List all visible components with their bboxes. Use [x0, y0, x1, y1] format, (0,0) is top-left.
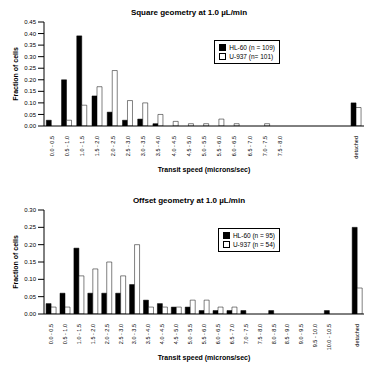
svg-text:Fraction of cells: Fraction of cells	[12, 235, 19, 289]
svg-text:0.30: 0.30	[24, 207, 36, 213]
svg-text:5.5 - 6.0: 5.5 - 6.0	[201, 324, 207, 344]
svg-text:7.5 - 8.0: 7.5 - 8.0	[257, 324, 263, 344]
svg-text:4.5 - 5.0: 4.5 - 5.0	[173, 324, 179, 344]
svg-text:1.5 - 2.0: 1.5 - 2.0	[90, 324, 96, 344]
svg-text:4.5 - 5.0: 4.5 - 5.0	[186, 136, 192, 156]
svg-text:1.0 - 1.5: 1.0 - 1.5	[79, 136, 85, 156]
html-text:Offset geometry at 1.0 µL/min: Offset geometry at 1.0 µL/min	[132, 196, 246, 205]
svg-text:Transit speed (microns/sec): Transit speed (microns/sec)	[158, 354, 251, 362]
svg-text:9.0 - 9.5: 9.0 - 9.5	[298, 324, 304, 344]
svg-text:8.0 - 8.5: 8.0 - 8.5	[271, 324, 277, 344]
svg-text:0.05: 0.05	[24, 112, 36, 118]
svg-text:2.0 - 2.5: 2.0 - 2.5	[104, 324, 110, 344]
svg-text:0.5 - 1.0: 0.5 - 1.0	[64, 136, 70, 156]
svg-text:10.0 - 10.5: 10.0 - 10.5	[326, 324, 332, 350]
svg-text:5.5 - 6.0: 5.5 - 6.0	[216, 136, 222, 156]
svg-text:0.15: 0.15	[24, 259, 36, 265]
svg-text:0.0 - 0.5: 0.0 - 0.5	[49, 136, 55, 156]
html-text:HL-60 (n = 109): HL-60 (n = 109)	[229, 44, 275, 51]
svg-text:8.5 - 9.0: 8.5 - 9.0	[284, 324, 290, 344]
svg-text:7.0 - 7.5: 7.0 - 7.5	[243, 324, 249, 344]
svg-text:0.20: 0.20	[24, 242, 36, 248]
html-text:U-937 (n = 54): U-937 (n = 54)	[232, 241, 275, 248]
svg-text:0.35: 0.35	[24, 42, 36, 48]
svg-text:detached: detached	[354, 324, 360, 347]
svg-text:0.10: 0.10	[24, 100, 36, 106]
html-text:HL-60 (n = 95): HL-60 (n = 95)	[232, 232, 275, 239]
svg-text:6.0 - 6.5: 6.0 - 6.5	[231, 136, 237, 156]
svg-text:0.00: 0.00	[24, 123, 36, 129]
svg-text:6.5 - 7.0: 6.5 - 7.0	[229, 324, 235, 344]
svg-text:1.5 - 2.0: 1.5 - 2.0	[94, 136, 100, 156]
svg-text:5.0 - 5.5: 5.0 - 5.5	[187, 324, 193, 344]
svg-text:0.15: 0.15	[24, 88, 36, 94]
svg-text:4.0 - 4.5: 4.0 - 4.5	[159, 324, 165, 344]
html-text:U-937 (n= 101): U-937 (n= 101)	[229, 53, 274, 60]
svg-text:0.0 - 0.5: 0.0 - 0.5	[48, 324, 54, 344]
svg-text:2.5 - 3.0: 2.5 - 3.0	[125, 136, 131, 156]
svg-text:3.5 - 4.0: 3.5 - 4.0	[145, 324, 151, 344]
svg-text:Transit speed (microns/sec): Transit speed (microns/sec)	[158, 166, 251, 174]
svg-text:4.0 - 4.5: 4.0 - 4.5	[171, 136, 177, 156]
svg-text:5.0 - 5.5: 5.0 - 5.5	[201, 136, 207, 156]
svg-text:0.25: 0.25	[24, 65, 36, 71]
svg-text:Fraction of cells: Fraction of cells	[12, 47, 19, 101]
svg-text:9.5 - 10.0: 9.5 - 10.0	[312, 324, 318, 347]
svg-text:0.5 - 1.0: 0.5 - 1.0	[62, 324, 68, 344]
svg-text:0.20: 0.20	[24, 77, 36, 83]
svg-text:1.0 - 1.5: 1.0 - 1.5	[76, 324, 82, 344]
svg-text:2.5 - 3.0: 2.5 - 3.0	[118, 324, 124, 344]
svg-text:0.05: 0.05	[24, 294, 36, 300]
svg-text:0.25: 0.25	[24, 224, 36, 230]
svg-text:7.0 - 7.5: 7.0 - 7.5	[262, 136, 268, 156]
svg-text:2.0 - 2.5: 2.0 - 2.5	[110, 136, 116, 156]
svg-text:0.30: 0.30	[24, 54, 36, 60]
svg-text:0.00: 0.00	[24, 311, 36, 317]
svg-text:0.10: 0.10	[24, 276, 36, 282]
svg-text:7.5 - 8.0: 7.5 - 8.0	[277, 136, 283, 156]
svg-text:3.5 - 4.0: 3.5 - 4.0	[155, 136, 161, 156]
svg-text:6.5 - 7.0: 6.5 - 7.0	[247, 136, 253, 156]
svg-text:3.0 - 3.5: 3.0 - 3.5	[140, 136, 146, 156]
svg-text:detached: detached	[353, 136, 359, 159]
svg-text:0.40: 0.40	[24, 31, 36, 37]
svg-text:0.45: 0.45	[24, 19, 36, 25]
svg-text:6.0 - 6.5: 6.0 - 6.5	[215, 324, 221, 344]
svg-text:3.0 - 3.5: 3.0 - 3.5	[131, 324, 137, 344]
html-text:Square geometry at 1.0 µL/min: Square geometry at 1.0 µL/min	[130, 8, 248, 17]
